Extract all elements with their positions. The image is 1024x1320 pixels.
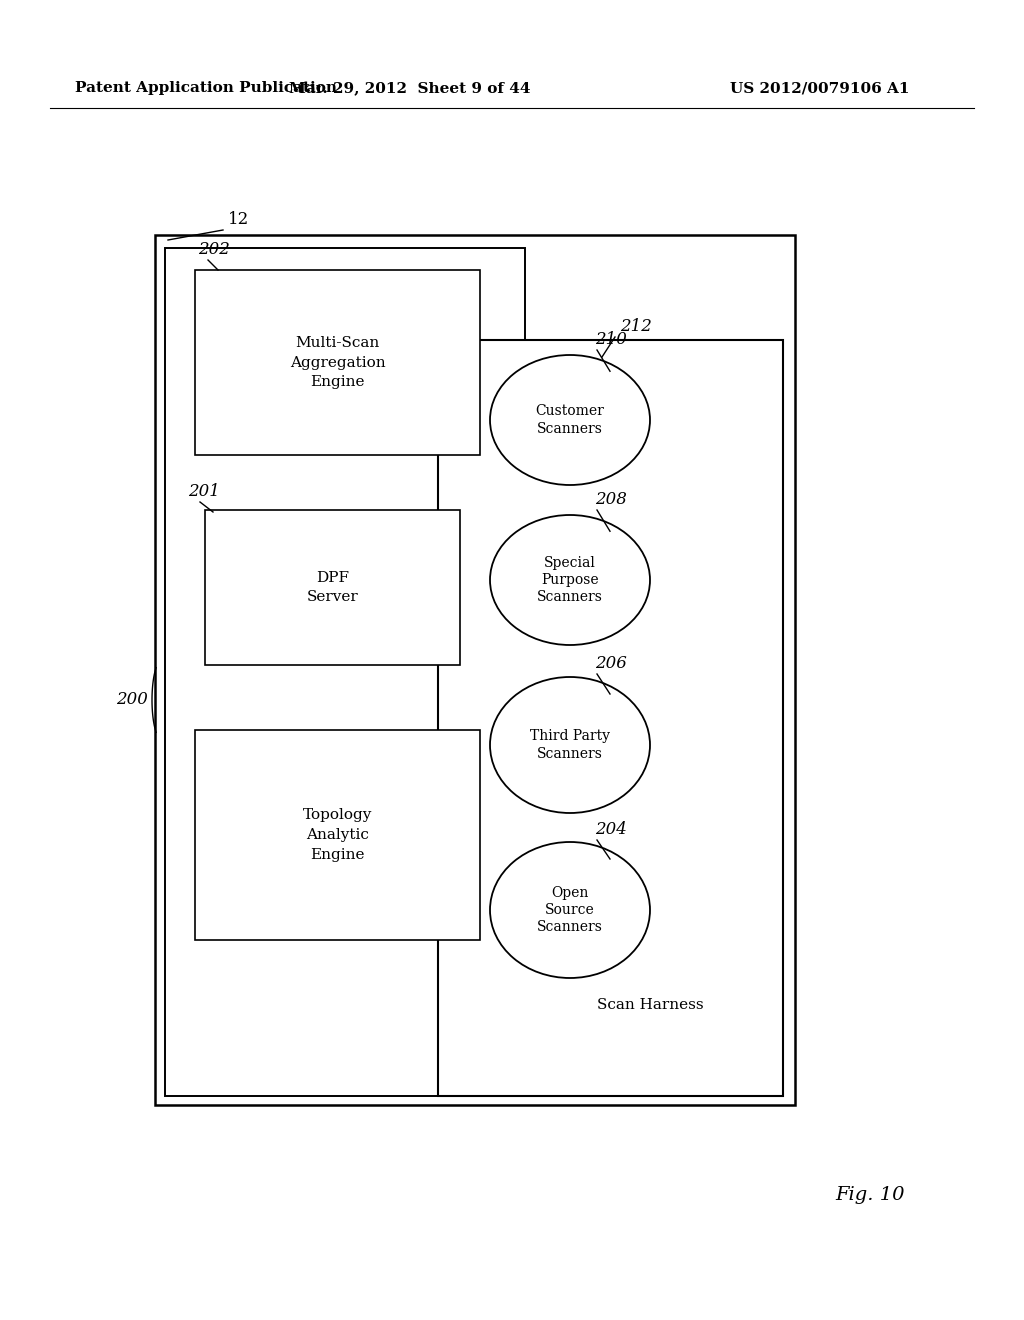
Ellipse shape [490, 355, 650, 484]
Text: Topology
Analytic
Engine: Topology Analytic Engine [303, 808, 372, 862]
Text: US 2012/0079106 A1: US 2012/0079106 A1 [730, 81, 909, 95]
Ellipse shape [490, 677, 650, 813]
Ellipse shape [490, 842, 650, 978]
Bar [205, 510, 460, 665]
Text: Open
Source
Scanners: Open Source Scanners [537, 886, 603, 935]
Text: 210: 210 [595, 331, 627, 348]
Bar [195, 271, 480, 455]
Text: 208: 208 [595, 491, 627, 508]
Text: 204: 204 [595, 821, 627, 838]
Text: 202: 202 [198, 242, 229, 257]
Text: Multi-Scan
Aggregation
Engine: Multi-Scan Aggregation Engine [290, 337, 385, 389]
Text: 206: 206 [595, 655, 627, 672]
Bar [195, 730, 480, 940]
Text: Third Party
Scanners: Third Party Scanners [530, 730, 610, 760]
Text: 201: 201 [188, 483, 220, 500]
Text: 212: 212 [620, 318, 652, 335]
Text: Fig. 10: Fig. 10 [836, 1185, 905, 1204]
Text: Mar. 29, 2012  Sheet 9 of 44: Mar. 29, 2012 Sheet 9 of 44 [289, 81, 530, 95]
Ellipse shape [490, 515, 650, 645]
Text: DPF
Server: DPF Server [306, 570, 358, 605]
Text: Patent Application Publication: Patent Application Publication [75, 81, 337, 95]
Text: Special
Purpose
Scanners: Special Purpose Scanners [537, 556, 603, 605]
Bar [165, 248, 525, 1096]
Text: Customer
Scanners: Customer Scanners [536, 404, 604, 436]
Text: Scan Harness: Scan Harness [597, 998, 703, 1012]
Bar [155, 235, 795, 1105]
Text: 200: 200 [116, 692, 148, 709]
Text: 12: 12 [228, 211, 249, 228]
Bar [438, 341, 783, 1096]
